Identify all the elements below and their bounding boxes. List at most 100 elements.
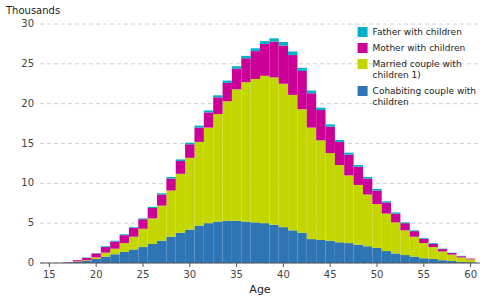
bar-segment	[400, 255, 409, 263]
x-tick-label: 30	[183, 269, 196, 280]
bar-segment	[138, 219, 147, 229]
legend: Father with children Mother with children…	[358, 27, 476, 107]
bar-segment	[279, 42, 288, 46]
bar-segment	[307, 93, 316, 127]
bar-segment	[457, 256, 466, 257]
y-tick-label: 30	[21, 18, 34, 29]
bar-segment	[410, 230, 419, 232]
bar-segment	[251, 222, 260, 263]
bar-segment	[335, 242, 344, 263]
y-tick-label: 15	[21, 138, 34, 149]
x-tick-mark	[423, 263, 424, 267]
bar-segment	[391, 214, 400, 223]
bar-segment	[288, 51, 297, 55]
bar-segment	[101, 253, 110, 257]
bar-segment	[204, 112, 213, 127]
bar-segment	[138, 218, 147, 220]
chart-container: 05101520253015202530354045505560AgeThous…	[0, 0, 490, 299]
legend-label: Cohabiting couple withchildren	[373, 86, 476, 107]
bar-segment	[391, 222, 400, 253]
bar-segment	[288, 95, 297, 230]
y-tick-label: 10	[21, 177, 34, 188]
x-axis-label: Age	[249, 283, 271, 296]
bar-segment	[429, 244, 438, 247]
bar-segment	[176, 233, 185, 263]
bar-segment	[120, 243, 129, 252]
bar-segment	[241, 56, 250, 58]
bar-segment	[279, 46, 288, 84]
bar-segment	[176, 161, 185, 174]
bar-segment	[316, 240, 325, 263]
bar-segment	[316, 108, 325, 110]
legend-label-line: children	[373, 97, 409, 107]
bar-segment	[194, 142, 203, 226]
bar-segment	[466, 259, 475, 262]
bar-segment	[213, 95, 222, 97]
bar-segment	[110, 254, 119, 263]
bar-segment	[335, 165, 344, 242]
bar-segment	[148, 207, 157, 208]
bar-segment	[419, 237, 428, 239]
bar-segment	[176, 174, 185, 233]
grid-line	[40, 24, 480, 25]
x-tick-label: 55	[417, 269, 430, 280]
bar-segment	[447, 252, 456, 253]
legend-swatch	[358, 86, 368, 96]
x-tick-mark	[283, 263, 284, 267]
bar-segment	[429, 243, 438, 245]
bar-segment	[326, 153, 335, 241]
bar-segment	[176, 159, 185, 161]
x-tick-mark	[96, 263, 97, 267]
bar-segment	[101, 246, 110, 248]
bar-segment	[457, 255, 466, 256]
series-bars	[73, 76, 476, 262]
bar-segment	[269, 42, 278, 78]
bar-segment	[82, 257, 91, 258]
x-axis-line	[40, 263, 480, 264]
bar-segment	[447, 255, 456, 261]
bar-segment	[110, 240, 119, 242]
bar-segment	[438, 251, 447, 260]
bar-segment	[120, 234, 129, 236]
bar-segment	[241, 222, 250, 263]
bar-segment	[91, 253, 100, 254]
bar-segment	[148, 208, 157, 218]
bar-segment	[354, 185, 363, 245]
bar-segment	[138, 247, 147, 263]
bar-segment	[148, 244, 157, 263]
bar-segment	[382, 202, 391, 213]
bar-segment	[372, 189, 381, 191]
bar-segment	[344, 175, 353, 243]
bar-segment	[372, 248, 381, 263]
bar-segment	[213, 97, 222, 114]
series-bars	[63, 221, 475, 263]
bar-segment	[91, 257, 100, 259]
legend-item: Mother with children	[358, 43, 466, 53]
legend-label-line: Father with children	[373, 27, 462, 37]
legend-label-line: Mother with children	[373, 43, 466, 53]
bar-segment	[251, 79, 260, 222]
bar-segment	[241, 58, 250, 82]
bar-segment	[438, 249, 447, 251]
legend-item: Married couple withchildren 1)	[358, 59, 462, 80]
bar-segment	[260, 76, 269, 223]
bar-segment	[269, 77, 278, 224]
bar-segment	[400, 222, 409, 224]
bar-segment	[91, 259, 100, 263]
bar-segment	[129, 227, 138, 229]
legend-swatch	[358, 27, 368, 37]
bar-segment	[438, 248, 447, 249]
bar-segment	[400, 230, 409, 255]
bar-segment	[269, 38, 278, 41]
bar-segment	[335, 142, 344, 165]
y-grid	[40, 24, 480, 263]
bar-segment	[382, 214, 391, 251]
bar-segment	[232, 66, 241, 68]
bar-segment	[213, 222, 222, 263]
y-tick-label: 5	[28, 217, 34, 228]
bar-segment	[213, 114, 222, 222]
bar-segment	[288, 230, 297, 263]
bar-segment	[457, 257, 466, 261]
bar-segment	[157, 241, 166, 263]
x-tick-mark	[236, 263, 237, 267]
